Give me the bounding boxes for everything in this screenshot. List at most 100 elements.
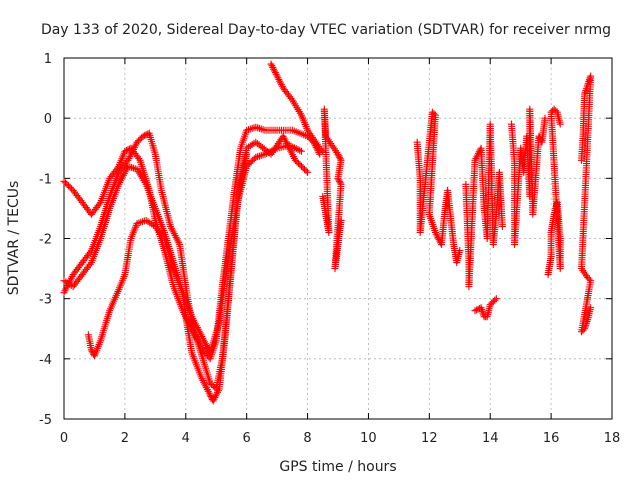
data-point [287, 94, 295, 102]
data-point [272, 70, 280, 78]
data-points [60, 60, 595, 405]
x-tick-label: 0 [60, 431, 68, 446]
data-point [252, 123, 260, 131]
data-point [319, 147, 327, 155]
series-track-9 [471, 295, 500, 321]
data-point [142, 131, 150, 139]
series-track-7 [413, 108, 464, 267]
y-axis-label: SDTVAR / TECUs [6, 181, 22, 296]
data-point [428, 108, 436, 116]
series-track-3 [60, 141, 305, 357]
data-point [456, 247, 464, 255]
data-point [585, 77, 593, 85]
data-point [249, 156, 257, 164]
data-point [214, 388, 222, 396]
data-point [266, 148, 274, 156]
series-track-5 [267, 60, 327, 155]
y-tick-label: -5 [39, 413, 52, 428]
data-point [136, 135, 144, 143]
data-point [489, 298, 497, 306]
data-point [492, 295, 500, 303]
series-track-8 [462, 120, 506, 291]
data-point [254, 124, 262, 132]
data-point [137, 218, 145, 226]
series-track-10 [508, 105, 549, 249]
data-point [261, 150, 269, 158]
data-point [287, 142, 295, 150]
data-point [209, 397, 217, 405]
data-point [246, 159, 254, 167]
data-point [277, 79, 285, 87]
data-point [587, 304, 595, 312]
data-point [541, 114, 549, 122]
data-point [334, 174, 342, 182]
data-point [273, 72, 281, 80]
data-point [285, 141, 293, 149]
data-point [275, 75, 283, 83]
data-point [316, 144, 324, 152]
data-point [293, 158, 301, 166]
data-point [304, 168, 312, 176]
x-tick-label: 12 [421, 431, 438, 446]
data-point [211, 394, 219, 402]
y-tick-label: -3 [39, 293, 52, 308]
x-tick-label: 18 [604, 431, 621, 446]
data-point [95, 200, 103, 208]
x-tick-label: 2 [121, 431, 129, 446]
data-point [271, 69, 279, 77]
data-point [301, 165, 309, 173]
data-point [432, 230, 440, 238]
data-point [289, 143, 297, 151]
data-point [316, 150, 324, 158]
y-tick-label: 1 [44, 52, 52, 67]
data-point [213, 390, 221, 398]
data-point [277, 81, 285, 89]
data-point [269, 63, 277, 71]
data-point [264, 149, 272, 157]
data-point [65, 182, 73, 190]
x-tick-label: 6 [243, 431, 251, 446]
data-point [252, 153, 260, 161]
data-point [271, 145, 279, 153]
series-track-6 [319, 105, 345, 273]
y-tick-label: 0 [44, 112, 52, 127]
axis-ticks [63, 57, 613, 420]
x-tick-label: 8 [303, 431, 311, 446]
data-point [140, 217, 148, 225]
data-point [159, 233, 167, 241]
x-tick-label: 16 [543, 431, 560, 446]
data-point [337, 216, 345, 224]
data-point [135, 137, 143, 145]
data-point [498, 222, 506, 230]
data-point [431, 228, 439, 236]
data-point [552, 107, 560, 115]
data-point [430, 110, 438, 118]
data-point [547, 108, 555, 116]
data-point [299, 164, 307, 172]
data-point [257, 125, 265, 133]
data-point [585, 275, 593, 283]
data-point [270, 146, 278, 154]
data-point [63, 180, 71, 188]
data-point [291, 144, 299, 152]
data-point [135, 155, 143, 163]
data-point [491, 296, 499, 304]
data-point [206, 379, 214, 387]
series-track-11 [544, 105, 564, 279]
data-point [255, 124, 263, 132]
data-point [486, 301, 494, 309]
data-point [334, 150, 342, 158]
y-tick-label: -1 [39, 172, 52, 187]
x-tick-label: 10 [360, 431, 377, 446]
data-point [122, 147, 130, 155]
data-point [268, 147, 276, 155]
data-point [582, 86, 590, 94]
data-point [335, 176, 343, 184]
data-point [471, 156, 479, 164]
y-tick-label: -4 [39, 353, 52, 368]
data-point [212, 392, 220, 400]
data-point [271, 67, 279, 75]
data-point [66, 183, 74, 191]
data-point [297, 162, 305, 170]
data-point [62, 179, 70, 187]
